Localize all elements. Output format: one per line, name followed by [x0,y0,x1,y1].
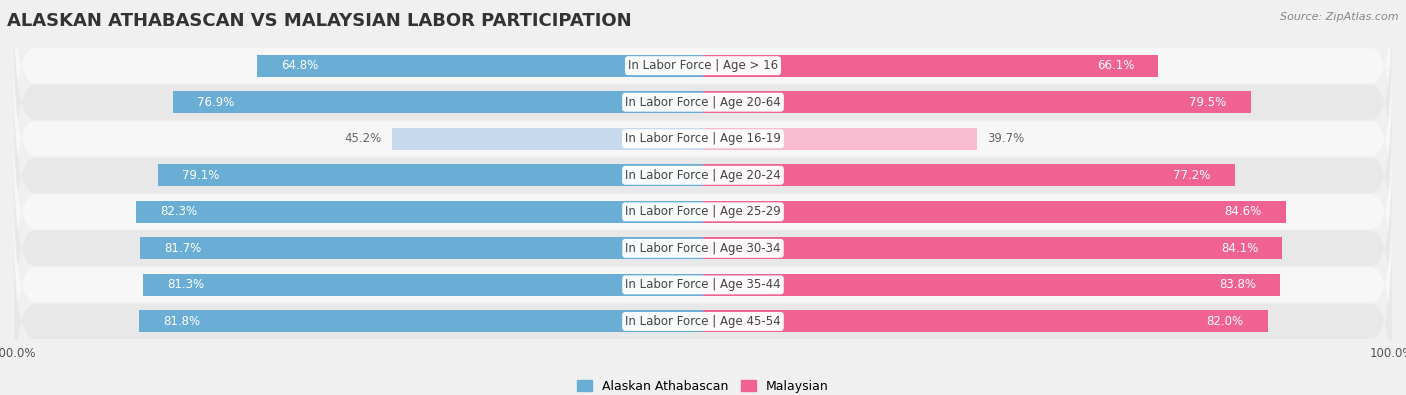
Bar [392,128,703,150]
Text: 83.8%: 83.8% [1219,278,1256,292]
Text: 66.1%: 66.1% [1097,59,1135,72]
Bar [703,55,1159,77]
Text: ALASKAN ATHABASCAN VS MALAYSIAN LABOR PARTICIPATION: ALASKAN ATHABASCAN VS MALAYSIAN LABOR PA… [7,12,631,30]
Bar [173,91,703,113]
Legend: Alaskan Athabascan, Malaysian: Alaskan Athabascan, Malaysian [572,375,834,395]
Bar [703,274,1281,296]
FancyBboxPatch shape [14,193,1392,377]
FancyBboxPatch shape [14,83,1392,267]
Bar [256,55,703,77]
Bar [703,128,977,150]
Text: 39.7%: 39.7% [987,132,1024,145]
Text: 64.8%: 64.8% [281,59,318,72]
Text: 81.8%: 81.8% [163,315,201,328]
Text: In Labor Force | Age 30-34: In Labor Force | Age 30-34 [626,242,780,255]
Text: 82.0%: 82.0% [1206,315,1244,328]
Text: In Labor Force | Age 20-24: In Labor Force | Age 20-24 [626,169,780,182]
Bar [141,237,703,259]
FancyBboxPatch shape [14,120,1392,304]
Text: 81.3%: 81.3% [167,278,204,292]
Text: In Labor Force | Age 35-44: In Labor Force | Age 35-44 [626,278,780,292]
Bar [157,164,703,186]
Text: In Labor Force | Age 25-29: In Labor Force | Age 25-29 [626,205,780,218]
Text: In Labor Force | Age 45-54: In Labor Force | Age 45-54 [626,315,780,328]
Text: 79.1%: 79.1% [183,169,219,182]
Text: 45.2%: 45.2% [344,132,381,145]
FancyBboxPatch shape [14,10,1392,194]
Text: 77.2%: 77.2% [1174,169,1211,182]
Text: In Labor Force | Age 16-19: In Labor Force | Age 16-19 [626,132,780,145]
Bar [703,91,1251,113]
FancyBboxPatch shape [14,156,1392,340]
FancyBboxPatch shape [14,0,1392,158]
Bar [703,201,1286,223]
Text: 84.1%: 84.1% [1220,242,1258,255]
Text: 82.3%: 82.3% [160,205,197,218]
Bar [703,164,1234,186]
FancyBboxPatch shape [14,229,1392,395]
Bar [703,237,1282,259]
Text: Source: ZipAtlas.com: Source: ZipAtlas.com [1281,12,1399,22]
Bar [139,310,703,332]
Text: 81.7%: 81.7% [165,242,201,255]
Text: In Labor Force | Age > 16: In Labor Force | Age > 16 [628,59,778,72]
Text: In Labor Force | Age 20-64: In Labor Force | Age 20-64 [626,96,780,109]
Bar [143,274,703,296]
Text: 76.9%: 76.9% [197,96,235,109]
Bar [136,201,703,223]
FancyBboxPatch shape [14,47,1392,231]
Bar [703,310,1268,332]
Text: 79.5%: 79.5% [1189,96,1226,109]
Text: 84.6%: 84.6% [1225,205,1261,218]
